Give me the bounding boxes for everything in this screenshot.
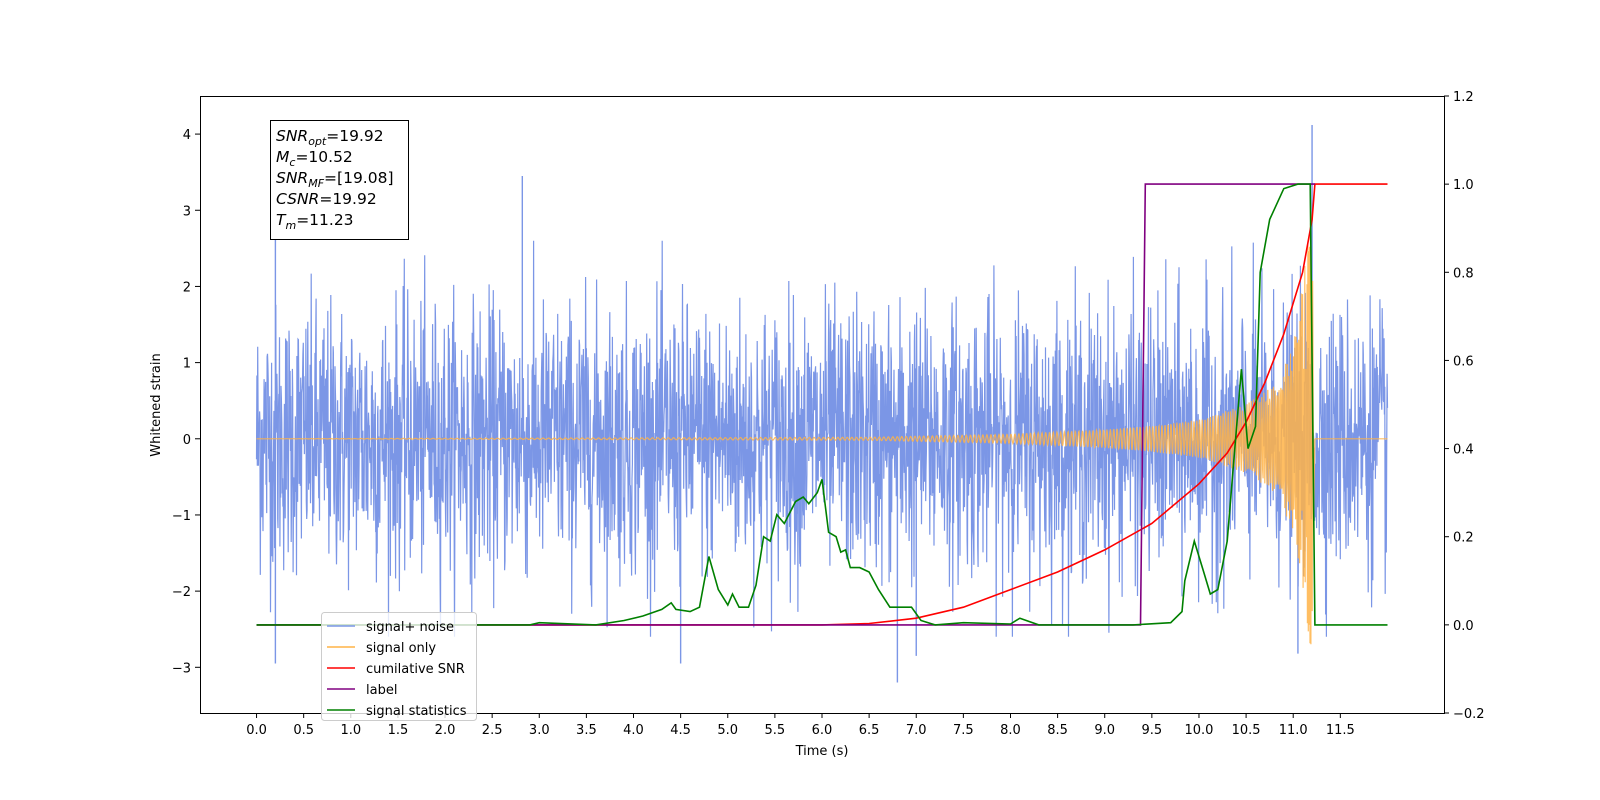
y2-tick-label: 1.2 <box>1453 90 1474 105</box>
series-layer <box>255 124 1389 683</box>
y2-tick-label: 0.2 <box>1453 531 1474 546</box>
y-tick-label: 2 <box>183 280 191 295</box>
x-tick-label: 9.0 <box>1094 723 1115 738</box>
series-signal-statistics <box>256 183 1388 626</box>
x-tick-label: 10.5 <box>1232 723 1261 738</box>
y-tick-label: −2 <box>172 585 191 600</box>
x-tick-label: 3.0 <box>529 723 550 738</box>
annotation-line: Tm=11.23 <box>276 211 354 232</box>
x-tick-label: 10.0 <box>1184 723 1213 738</box>
x-tick-label: 0.5 <box>293 723 314 738</box>
y-tick-label: 3 <box>183 204 191 219</box>
y-axis-right: 1.2 1.0 0.8 0.6 0.4 0.2 0.0 −0.2 <box>1444 90 1485 722</box>
x-tick-label: 2.0 <box>435 723 456 738</box>
x-tick-label: 3.5 <box>576 723 597 738</box>
y2-tick-label: 0.8 <box>1453 266 1474 281</box>
annotation-symbol: M <box>276 148 289 166</box>
x-tick-label: 11.5 <box>1326 723 1355 738</box>
annotation-value: =11.23 <box>296 211 353 229</box>
x-tick-label: 8.0 <box>1000 723 1021 738</box>
legend: signal+ noise signal only cumilative SNR la… <box>321 612 477 721</box>
x-tick-label: 1.0 <box>340 723 361 738</box>
annotation-line: Mc=10.52 <box>276 148 353 169</box>
series-cumilative-snr <box>256 183 1388 626</box>
annotation-value: =10.52 <box>295 148 352 166</box>
x-tick-label: 7.5 <box>953 723 974 738</box>
y2-tick-label: −0.2 <box>1453 707 1485 722</box>
annotation-line: CSNR=19.92 <box>276 190 377 208</box>
annotation-subscript: opt <box>308 135 327 148</box>
annotation-symbol: CSNR <box>276 190 319 208</box>
series-signal-only <box>256 223 1388 645</box>
y-tick-label: 4 <box>183 128 191 143</box>
x-tick-label: 2.5 <box>482 723 503 738</box>
series-label <box>256 183 1315 626</box>
y-axis-left: 4 3 2 1 0 −1 −2 −3 <box>172 128 200 676</box>
x-tick-label: 0.0 <box>246 723 267 738</box>
annotation-symbol: SNR <box>276 169 308 187</box>
y2-tick-label: 0.0 <box>1453 619 1474 634</box>
legend-label: label <box>366 683 397 698</box>
annotation-subscript: c <box>289 156 295 169</box>
x-tick-label: 8.5 <box>1047 723 1068 738</box>
legend-label: signal only <box>366 641 436 656</box>
y-tick-label: 0 <box>183 433 191 448</box>
legend-label: signal+ noise <box>366 620 454 635</box>
x-tick-label: 4.5 <box>670 723 691 738</box>
annotation-symbol: SNR <box>276 127 308 145</box>
legend-label: cumilative SNR <box>366 662 465 677</box>
y-tick-label: −1 <box>172 509 191 524</box>
annotation-line: SNRopt=19.92 <box>276 127 384 148</box>
x-tick-label: 9.5 <box>1142 723 1163 738</box>
x-axis: 0.0 0.5 1.0 1.5 2.0 2.5 3.0 3.5 4.0 4.5 5.0 5.5 6.0 6… <box>246 713 1355 738</box>
x-tick-label: 11.0 <box>1279 723 1308 738</box>
y2-tick-label: 0.4 <box>1453 443 1474 458</box>
annotation-subscript: m <box>285 219 296 232</box>
annotation-value: =19.92 <box>326 127 383 145</box>
annotation-value: =[19.08] <box>324 169 393 187</box>
annotation-symbol: T <box>276 211 287 229</box>
x-tick-label: 6.0 <box>812 723 833 738</box>
annotation-frame <box>270 120 409 240</box>
y2-tick-label: 0.6 <box>1453 354 1474 369</box>
y-tick-label: −3 <box>172 661 191 676</box>
annotation-subscript: MF <box>308 177 324 190</box>
y2-tick-label: 1.0 <box>1453 178 1474 193</box>
y-axis-label: Whitened strain <box>149 353 164 456</box>
y-tick-label: 1 <box>183 357 191 372</box>
x-axis-label: Time (s) <box>795 744 849 759</box>
annotation-value: =19.92 <box>319 190 376 208</box>
legend-label: signal statistics <box>366 704 467 719</box>
annotation-line: SNRMF=[19.08] <box>276 169 394 190</box>
x-tick-label: 4.0 <box>623 723 644 738</box>
x-tick-label: 1.5 <box>388 723 409 738</box>
x-tick-label: 7.0 <box>906 723 927 738</box>
x-tick-label: 5.0 <box>717 723 738 738</box>
parameter-annotation-box: SNRopt=19.92Mc=10.52SNRMF=[19.08]CSNR=19… <box>270 120 409 240</box>
legend-frame <box>321 612 477 721</box>
x-tick-label: 6.5 <box>859 723 880 738</box>
x-tick-label: 5.5 <box>765 723 786 738</box>
